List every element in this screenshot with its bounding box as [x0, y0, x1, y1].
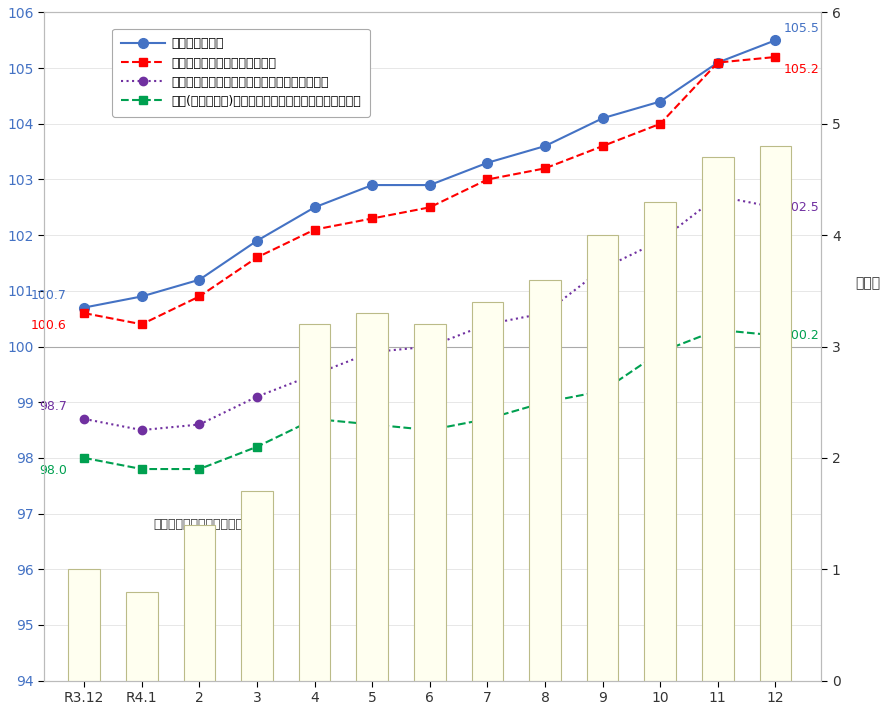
Text: 4.8: 4.8: [766, 659, 785, 672]
食料(酒類を除く)及びエネルギーを除く総合（左目盛）: [424, 426, 435, 434]
Bar: [126, 592, 158, 681]
Bar: [68, 570, 100, 681]
Text: 105.2: 105.2: [784, 63, 819, 75]
Bar: [183, 525, 215, 681]
Text: 98.7: 98.7: [39, 400, 67, 413]
Bar: [529, 280, 561, 681]
Text: 105.5: 105.5: [784, 21, 820, 35]
生鮮食品及びエネルギーを除く総合（左目盛）: [367, 348, 377, 357]
食料(酒類を除く)及びエネルギーを除く総合（左目盛）: [367, 420, 377, 429]
生鮮食品及びエネルギーを除く総合（左目盛）: [655, 236, 666, 245]
総合（左目盛）: [540, 142, 550, 150]
総合（左目盛）: [770, 36, 781, 45]
Line: 食料(酒類を除く)及びエネルギーを除く総合（左目盛）: 食料(酒類を除く)及びエネルギーを除く総合（左目盛）: [80, 325, 780, 473]
生鮮食品を除く総合（左目盛）: [194, 292, 205, 300]
Text: 98.0: 98.0: [39, 464, 67, 476]
Bar: [702, 157, 734, 681]
総合（左目盛）: [78, 303, 89, 312]
Text: 1.7: 1.7: [248, 659, 266, 672]
Bar: [414, 324, 445, 681]
生鮮食品及びエネルギーを除く総合（左目盛）: [540, 309, 550, 318]
Bar: [472, 302, 504, 681]
Y-axis label: （％）: （％）: [856, 276, 881, 290]
Text: 102.5: 102.5: [784, 201, 819, 214]
総合（左目盛）: [367, 181, 377, 189]
Text: 3.2: 3.2: [421, 659, 439, 672]
生鮮食品及びエネルギーを除く総合（左目盛）: [194, 420, 205, 429]
Text: 総合前年同月比（右目盛　％）: 総合前年同月比（右目盛 ％）: [153, 518, 258, 531]
Text: 100.6: 100.6: [31, 319, 67, 332]
生鮮食品を除く総合（左目盛）: [78, 309, 89, 318]
生鮮食品及びエネルギーを除く総合（左目盛）: [78, 414, 89, 423]
総合（左目盛）: [713, 58, 723, 67]
生鮮食品及びエネルギーを除く総合（左目盛）: [770, 203, 781, 211]
総合（左目盛）: [655, 98, 666, 106]
食料(酒類を除く)及びエネルギーを除く総合（左目盛）: [597, 387, 608, 395]
Text: 100.2: 100.2: [784, 329, 819, 342]
Text: 3.2: 3.2: [305, 659, 324, 672]
Text: 3.4: 3.4: [478, 659, 497, 672]
食料(酒類を除く)及びエネルギーを除く総合（左目盛）: [655, 348, 666, 357]
総合（左目盛）: [251, 236, 262, 245]
食料(酒類を除く)及びエネルギーを除く総合（左目盛）: [137, 465, 147, 473]
Text: 1.4: 1.4: [190, 659, 209, 672]
生鮮食品を除く総合（左目盛）: [770, 53, 781, 61]
食料(酒類を除く)及びエネルギーを除く総合（左目盛）: [482, 414, 493, 423]
Text: 100.7: 100.7: [31, 289, 67, 302]
Line: 生鮮食品及びエネルギーを除く総合（左目盛）: 生鮮食品及びエネルギーを除く総合（左目盛）: [80, 192, 780, 434]
生鮮食品を除く総合（左目盛）: [310, 225, 320, 234]
食料(酒類を除く)及びエネルギーを除く総合（左目盛）: [78, 454, 89, 462]
生鮮食品及びエネルギーを除く総合（左目盛）: [310, 370, 320, 379]
生鮮食品及びエネルギーを除く総合（左目盛）: [251, 392, 262, 401]
生鮮食品を除く総合（左目盛）: [597, 142, 608, 150]
Text: 4.7: 4.7: [708, 659, 727, 672]
食料(酒類を除く)及びエネルギーを除く総合（左目盛）: [713, 325, 723, 334]
生鮮食品を除く総合（左目盛）: [540, 164, 550, 172]
Bar: [587, 235, 618, 681]
Text: 3.6: 3.6: [535, 659, 554, 672]
生鮮食品及びエネルギーを除く総合（左目盛）: [482, 320, 493, 328]
食料(酒類を除く)及びエネルギーを除く総合（左目盛）: [310, 414, 320, 423]
生鮮食品及びエネルギーを除く総合（左目盛）: [424, 342, 435, 351]
Bar: [299, 324, 331, 681]
食料(酒類を除く)及びエネルギーを除く総合（左目盛）: [540, 398, 550, 407]
Bar: [356, 313, 388, 681]
総合（左目盛）: [424, 181, 435, 189]
Bar: [241, 491, 273, 681]
生鮮食品を除く総合（左目盛）: [424, 203, 435, 211]
Bar: [759, 146, 791, 681]
食料(酒類を除く)及びエネルギーを除く総合（左目盛）: [194, 465, 205, 473]
生鮮食品及びエネルギーを除く総合（左目盛）: [713, 192, 723, 201]
Text: 0.8: 0.8: [132, 659, 151, 672]
Bar: [645, 201, 676, 681]
生鮮食品を除く総合（左目盛）: [713, 58, 723, 67]
生鮮食品を除く総合（左目盛）: [367, 214, 377, 223]
Line: 総合（左目盛）: 総合（左目盛）: [79, 36, 781, 313]
生鮮食品を除く総合（左目盛）: [251, 253, 262, 262]
生鮮食品及びエネルギーを除く総合（左目盛）: [597, 264, 608, 273]
生鮮食品及びエネルギーを除く総合（左目盛）: [137, 426, 147, 434]
総合（左目盛）: [597, 114, 608, 122]
総合（左目盛）: [194, 276, 205, 284]
Text: 4.3: 4.3: [651, 659, 669, 672]
食料(酒類を除く)及びエネルギーを除く総合（左目盛）: [251, 442, 262, 451]
総合（左目盛）: [482, 159, 493, 167]
Line: 生鮮食品を除く総合（左目盛）: 生鮮食品を除く総合（左目盛）: [80, 53, 780, 328]
Legend: 総合（左目盛）, 生鮮食品を除く総合（左目盛）, 生鮮食品及びエネルギーを除く総合（左目盛）, 食料(酒類を除く)及びエネルギーを除く総合（左目盛）: 総合（左目盛）, 生鮮食品を除く総合（左目盛）, 生鮮食品及びエネルギーを除く総…: [112, 28, 370, 117]
生鮮食品を除く総合（左目盛）: [655, 120, 666, 128]
生鮮食品を除く総合（左目盛）: [482, 175, 493, 184]
総合（左目盛）: [310, 203, 320, 211]
食料(酒類を除く)及びエネルギーを除く総合（左目盛）: [770, 331, 781, 340]
Text: 1.0: 1.0: [75, 659, 93, 672]
生鮮食品を除く総合（左目盛）: [137, 320, 147, 328]
総合（左目盛）: [137, 292, 147, 300]
Text: 3.3: 3.3: [363, 659, 381, 672]
Text: 4.0: 4.0: [594, 659, 612, 672]
